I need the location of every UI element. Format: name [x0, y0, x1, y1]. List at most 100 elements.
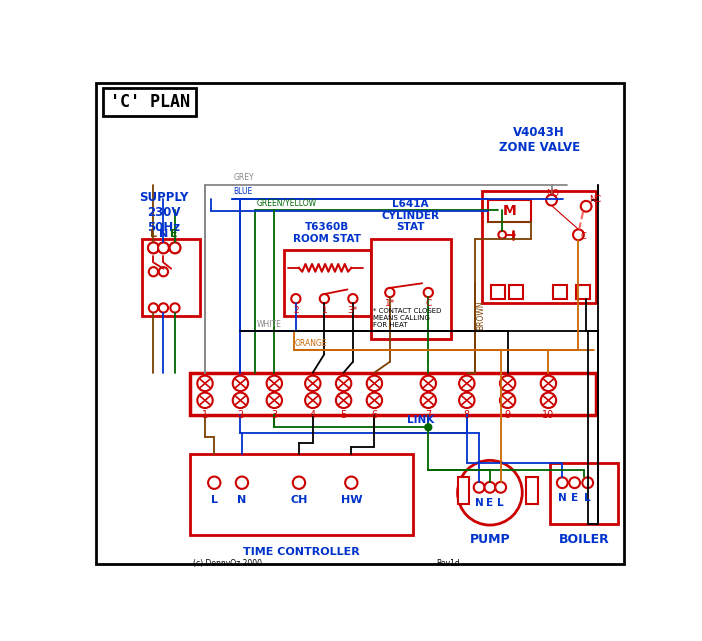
Text: 8: 8	[464, 410, 470, 420]
Bar	[284, 250, 371, 315]
Text: (c) DennvOz 2000: (c) DennvOz 2000	[194, 559, 263, 568]
Text: N: N	[237, 495, 246, 505]
Circle shape	[546, 195, 557, 206]
Circle shape	[496, 482, 506, 493]
Circle shape	[459, 393, 475, 408]
Text: BLUE: BLUE	[234, 187, 253, 196]
Bar	[103, 88, 196, 116]
Circle shape	[366, 393, 382, 408]
Bar	[526, 478, 538, 504]
Text: 3: 3	[271, 410, 277, 420]
Circle shape	[420, 376, 436, 391]
Text: 9: 9	[505, 410, 510, 420]
Circle shape	[581, 201, 592, 212]
Circle shape	[148, 242, 159, 253]
Text: N: N	[558, 494, 567, 503]
Bar	[371, 238, 451, 338]
Circle shape	[171, 303, 180, 313]
Text: 2: 2	[237, 410, 244, 420]
Text: NO: NO	[546, 188, 559, 197]
Text: GREEN/YELLOW: GREEN/YELLOW	[257, 199, 317, 208]
Text: L: L	[584, 494, 591, 503]
Bar	[482, 191, 596, 303]
Text: T6360B
ROOM STAT: T6360B ROOM STAT	[293, 222, 362, 244]
Text: E: E	[486, 498, 494, 508]
Circle shape	[366, 376, 382, 391]
Text: WHITE: WHITE	[257, 320, 282, 329]
Circle shape	[459, 376, 475, 391]
Circle shape	[569, 478, 580, 488]
Text: E: E	[171, 229, 178, 239]
Circle shape	[149, 267, 158, 276]
Text: HW: HW	[340, 495, 362, 505]
Text: LINK: LINK	[407, 415, 435, 425]
Circle shape	[573, 229, 584, 240]
Circle shape	[319, 294, 329, 303]
Circle shape	[336, 393, 351, 408]
Bar	[142, 238, 199, 315]
Circle shape	[236, 476, 248, 489]
Circle shape	[458, 460, 522, 525]
Circle shape	[208, 476, 220, 489]
Circle shape	[233, 393, 248, 408]
Text: C: C	[425, 299, 432, 308]
Text: L: L	[150, 229, 157, 239]
Circle shape	[420, 393, 436, 408]
Text: NC: NC	[589, 195, 602, 204]
Text: L: L	[498, 498, 504, 508]
Text: N: N	[475, 498, 484, 508]
Circle shape	[170, 242, 180, 253]
Circle shape	[159, 267, 168, 276]
Circle shape	[425, 424, 432, 430]
Text: V4043H
ZONE VALVE: V4043H ZONE VALVE	[498, 126, 580, 154]
Text: 3*: 3*	[347, 306, 358, 315]
Circle shape	[158, 242, 168, 253]
Text: 1: 1	[322, 306, 327, 315]
Text: ORANGE: ORANGE	[295, 339, 328, 348]
Circle shape	[149, 303, 158, 313]
Text: 5: 5	[340, 410, 347, 420]
Text: Rev1d: Rev1d	[436, 559, 460, 568]
Circle shape	[197, 376, 213, 391]
Text: M: M	[502, 204, 516, 218]
Text: 1: 1	[202, 410, 208, 420]
Bar	[190, 372, 596, 415]
Circle shape	[541, 393, 556, 408]
Bar	[576, 285, 590, 299]
Circle shape	[305, 393, 321, 408]
Text: 1*: 1*	[385, 299, 395, 308]
Text: CH: CH	[290, 495, 307, 505]
Circle shape	[500, 376, 515, 391]
Circle shape	[424, 288, 433, 297]
Bar	[550, 463, 618, 524]
Circle shape	[474, 482, 484, 493]
Circle shape	[541, 376, 556, 391]
Text: N: N	[159, 229, 168, 239]
Bar	[489, 200, 531, 222]
Text: E: E	[571, 494, 578, 503]
Circle shape	[336, 376, 351, 391]
Text: TIME CONTROLLER: TIME CONTROLLER	[243, 547, 359, 556]
Circle shape	[158, 242, 168, 253]
Text: BROWN: BROWN	[476, 301, 485, 330]
Circle shape	[500, 393, 515, 408]
Circle shape	[148, 242, 159, 253]
Circle shape	[385, 288, 395, 297]
Bar	[553, 285, 567, 299]
Bar	[458, 478, 469, 504]
Text: L641A
CYLINDER
STAT: L641A CYLINDER STAT	[382, 199, 439, 233]
Circle shape	[345, 476, 357, 489]
Text: 10: 10	[543, 410, 555, 420]
Text: BOILER: BOILER	[559, 533, 609, 545]
Circle shape	[293, 476, 305, 489]
Circle shape	[498, 231, 506, 238]
Circle shape	[197, 393, 213, 408]
Text: SUPPLY
230V
50Hz: SUPPLY 230V 50Hz	[139, 191, 188, 234]
Circle shape	[267, 376, 282, 391]
Text: 2: 2	[293, 306, 298, 315]
Text: GREY: GREY	[234, 174, 254, 183]
Text: 6: 6	[371, 410, 378, 420]
Circle shape	[557, 478, 568, 488]
Circle shape	[267, 393, 282, 408]
Circle shape	[170, 242, 180, 253]
